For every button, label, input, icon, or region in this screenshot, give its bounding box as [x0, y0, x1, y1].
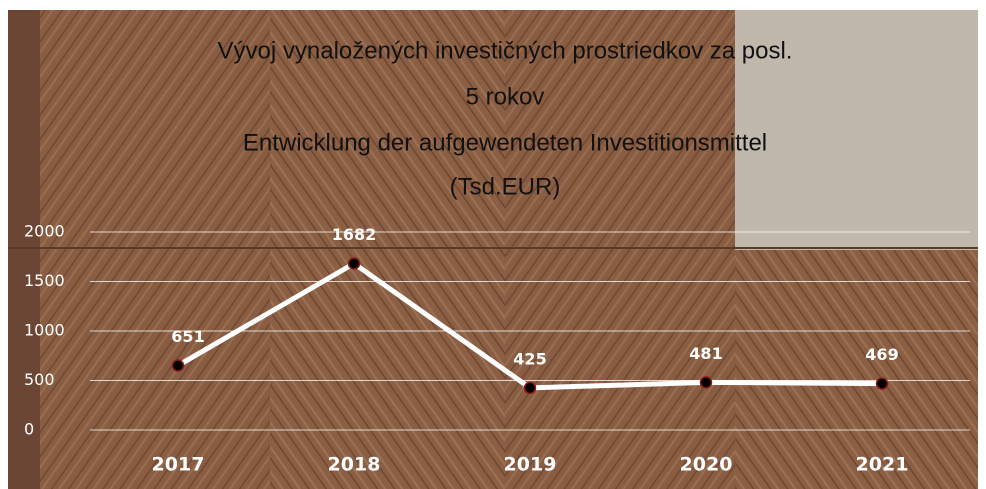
y-tick-label: 500	[24, 370, 55, 389]
data-point	[523, 381, 537, 395]
x-tick-label: 2017	[152, 454, 205, 476]
y-tick-label: 1500	[24, 271, 65, 290]
y-tick-label: 0	[24, 420, 34, 439]
data-label: 651	[171, 327, 204, 346]
x-tick-label: 2020	[680, 454, 733, 476]
x-tick-label: 2018	[328, 454, 381, 476]
data-label: 469	[865, 345, 898, 364]
x-tick-label: 2021	[856, 454, 909, 476]
data-point	[699, 376, 713, 389]
data-label: 481	[689, 344, 722, 363]
y-tick-label: 2000	[24, 222, 65, 241]
data-point	[171, 359, 185, 372]
chart-title: Entwicklung der aufgewendeten Investitio…	[243, 129, 767, 156]
background	[8, 10, 978, 489]
y-tick-label: 1000	[24, 321, 65, 340]
chart-title: Vývoj vynaložených investičných prostrie…	[218, 37, 793, 64]
chart-title: (Tsd.EUR)	[450, 173, 561, 200]
data-point	[875, 377, 889, 390]
data-label: 1682	[332, 225, 377, 244]
data-point	[347, 257, 361, 270]
chart-title: 5 rokov	[466, 83, 545, 110]
x-tick-label: 2019	[504, 454, 557, 476]
data-label: 425	[513, 349, 546, 368]
